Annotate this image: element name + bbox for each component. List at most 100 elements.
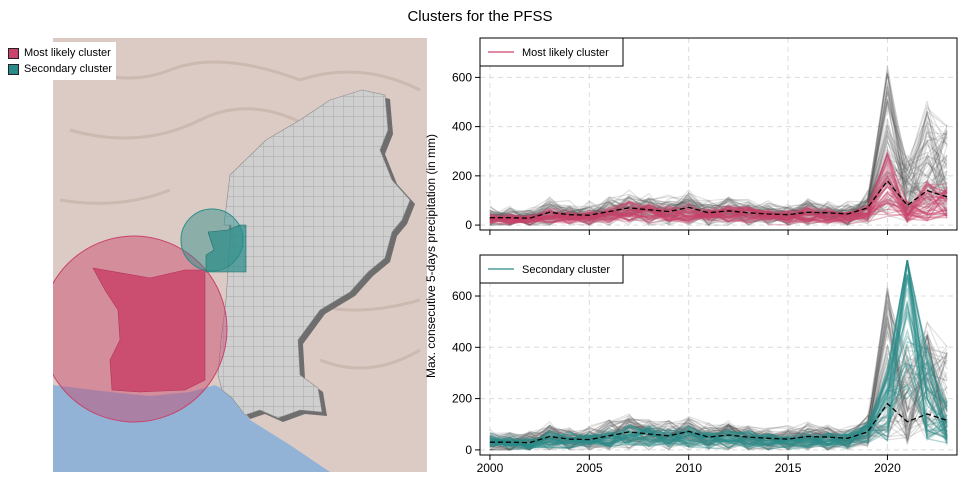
cluster-series-line xyxy=(489,158,948,224)
x-tick-label: 2000 xyxy=(477,461,504,475)
background-series-line xyxy=(489,170,948,226)
background-series-line xyxy=(489,144,948,226)
background-series-line xyxy=(489,349,948,451)
map-relief xyxy=(59,58,421,370)
background-series-line xyxy=(489,124,948,226)
background-series-line xyxy=(489,137,948,226)
background-series-line xyxy=(489,353,948,451)
cluster-series-line xyxy=(489,206,948,224)
background-series-line xyxy=(489,313,948,447)
cluster-series-line xyxy=(489,173,948,223)
y-tick-label: 0 xyxy=(465,443,472,457)
cluster-series-lines xyxy=(489,259,948,451)
background-series-line xyxy=(489,157,948,226)
background-series-line xyxy=(489,376,948,450)
background-series-line xyxy=(489,86,948,225)
background-series-line xyxy=(489,134,948,226)
background-series-line xyxy=(489,333,948,451)
background-series-line xyxy=(489,344,948,450)
background-series-line xyxy=(489,70,948,226)
background-series-line xyxy=(489,298,948,451)
cluster-series-line xyxy=(489,186,948,224)
background-series-line xyxy=(489,336,948,451)
cluster-series-line xyxy=(489,383,948,449)
background-series-line xyxy=(489,98,948,226)
cluster-series-line xyxy=(489,274,948,447)
background-series-line xyxy=(489,124,948,224)
background-series-line xyxy=(489,293,948,451)
background-series-line xyxy=(489,121,948,226)
cluster-series-line xyxy=(489,306,948,446)
background-series-line xyxy=(489,99,948,226)
background-series-line xyxy=(489,306,948,451)
y-tick-label: 200 xyxy=(452,392,472,406)
background-series-line xyxy=(489,157,948,226)
background-series-line xyxy=(489,386,948,451)
background-series-line xyxy=(489,323,948,449)
cluster-series-line xyxy=(489,260,948,448)
background-series-line xyxy=(489,110,948,226)
background-series-line xyxy=(489,135,948,223)
legend-item-most-likely: Most likely cluster xyxy=(8,45,112,61)
mean-line xyxy=(489,402,948,444)
panel-frame xyxy=(479,37,958,231)
cluster-series-line xyxy=(489,183,948,223)
background-series-line xyxy=(489,151,948,226)
background-series-line xyxy=(489,72,948,226)
background-series-line xyxy=(489,176,948,226)
background-series-line xyxy=(489,376,948,449)
cluster-series-line xyxy=(489,152,948,225)
background-series-line xyxy=(489,343,948,451)
legend-item-secondary: Secondary cluster xyxy=(8,61,112,77)
background-series-line xyxy=(489,101,948,226)
background-series-line xyxy=(489,305,948,445)
background-series-line xyxy=(489,132,948,223)
background-series-line xyxy=(489,329,948,451)
background-series-line xyxy=(489,345,948,451)
background-series-line xyxy=(489,345,948,447)
background-series-line xyxy=(489,316,948,451)
background-series-line xyxy=(489,356,948,451)
cluster-series-line xyxy=(489,189,948,226)
background-series-line xyxy=(489,390,948,451)
cluster-series-line xyxy=(489,362,948,450)
pakistan-grid xyxy=(217,89,411,419)
background-series-line xyxy=(489,130,948,225)
background-series-line xyxy=(489,143,948,225)
panel-most-likely: 0 200 400 600 Most likely cluster xyxy=(452,37,958,235)
cluster-series-line xyxy=(489,259,948,451)
cluster-series-line xyxy=(489,162,948,225)
background-series-line xyxy=(489,291,948,451)
background-series-line xyxy=(489,81,948,226)
background-series-line xyxy=(489,369,948,450)
background-series-line xyxy=(489,300,948,451)
cluster-series-line xyxy=(489,313,948,449)
cluster-series-line xyxy=(489,186,948,222)
background-series-line xyxy=(489,98,948,226)
cluster-series-line xyxy=(489,359,948,451)
background-series-line xyxy=(489,73,948,226)
most-likely-cluster-cells xyxy=(92,267,206,393)
cluster-series-line xyxy=(489,175,948,224)
background-series-line xyxy=(489,92,948,225)
background-series-line xyxy=(489,101,948,226)
y-axis-label: Max. consecutive 5-days precipitation (i… xyxy=(424,134,438,378)
background-series-line xyxy=(489,349,948,451)
background-series-line xyxy=(489,356,948,451)
cluster-series-line xyxy=(489,259,948,448)
panel-legend-label: Most likely cluster xyxy=(522,47,609,59)
figure-title: Clusters for the PFSS xyxy=(407,8,553,25)
cluster-series-line xyxy=(489,190,948,223)
y-tick-label: 600 xyxy=(452,70,472,84)
cluster-series-line xyxy=(489,274,948,451)
cluster-series-line xyxy=(489,260,948,449)
background-series-line xyxy=(489,97,948,222)
background-series-line xyxy=(489,378,948,451)
cluster-series-line xyxy=(489,300,948,448)
cluster-series-line xyxy=(489,362,948,449)
background-series-line xyxy=(489,138,948,226)
cluster-series-line xyxy=(489,198,948,226)
background-series-line xyxy=(489,351,948,448)
background-series-line xyxy=(489,292,948,451)
